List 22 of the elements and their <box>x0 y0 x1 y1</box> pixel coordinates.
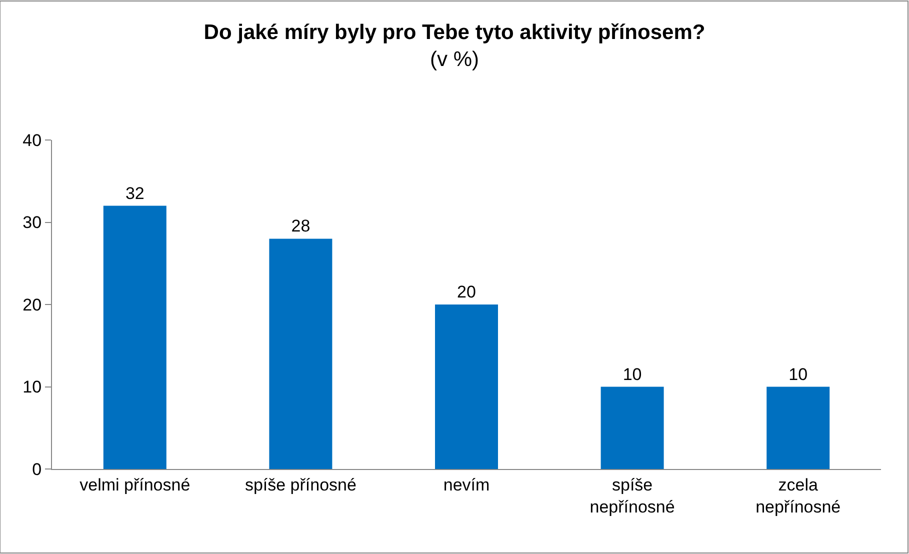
y-tick-label: 40 <box>22 130 42 150</box>
y-tick-label: 20 <box>22 295 42 314</box>
x-tick-label: spíše přínosné <box>244 475 356 494</box>
chart-subtitle: (v %) <box>430 48 479 72</box>
bar <box>766 386 830 469</box>
x-tick-label: zcela nepřínosné <box>756 475 841 516</box>
data-label: 10 <box>788 364 808 384</box>
bar <box>269 238 332 469</box>
chart-title: Do jaké míry byly pro Tebe tyto aktivity přínosem? <box>204 20 706 44</box>
data-label: 32 <box>125 184 144 203</box>
x-tick-label: nevím <box>443 475 490 494</box>
y-tick-label: 0 <box>32 460 42 479</box>
data-label: 28 <box>291 216 310 236</box>
bar <box>435 304 498 469</box>
x-tick-label: velmi přínosné <box>80 475 190 494</box>
data-label: 20 <box>457 282 476 302</box>
x-tick-label: spíše nepřínosné <box>590 475 675 516</box>
bar <box>600 386 664 469</box>
data-label: 10 <box>622 364 642 384</box>
bar <box>103 206 166 469</box>
y-tick-label: 30 <box>22 213 42 232</box>
y-tick-label: 10 <box>22 378 42 397</box>
